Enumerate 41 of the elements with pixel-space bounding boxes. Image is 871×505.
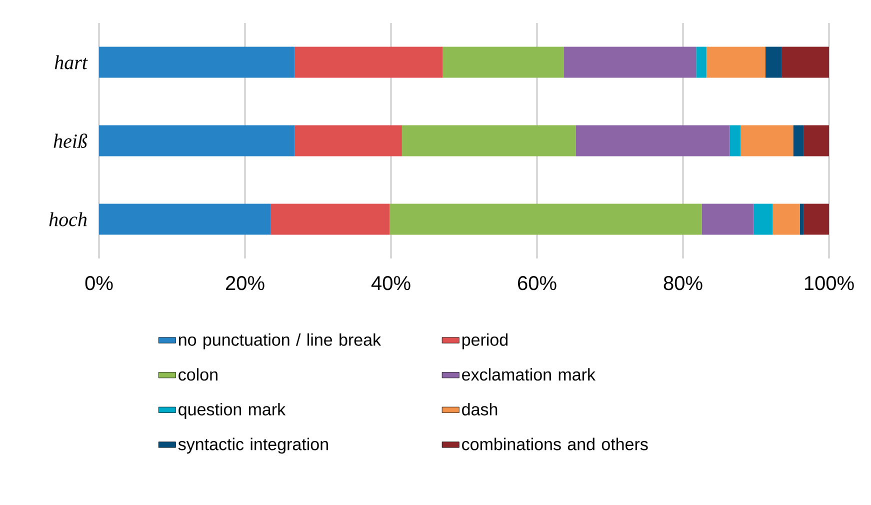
legend-label: colon: [178, 368, 218, 381]
bar: [564, 46, 696, 78]
x-tick-label: 40%: [371, 276, 410, 290]
bar: [706, 46, 766, 78]
legend-label: exclamation mark: [462, 368, 596, 381]
x-tick-label: 60%: [518, 276, 556, 290]
bar: [99, 125, 295, 156]
bar: [576, 125, 730, 156]
bar: [294, 46, 443, 78]
bar: [772, 204, 800, 235]
legend-label: period: [462, 333, 508, 350]
y-tick-label: heiß: [54, 134, 88, 148]
bar: [696, 46, 706, 78]
y-tick-label: hart: [54, 55, 88, 70]
legend-label: combinations and others: [462, 438, 648, 450]
bar: [294, 125, 402, 156]
bar: [803, 125, 829, 156]
legend-label: no punctuation / line break: [179, 333, 382, 350]
bar: [99, 46, 295, 78]
legend-label: question mark: [178, 402, 286, 419]
bar: [800, 204, 804, 235]
bar: [782, 46, 829, 78]
bar: [390, 204, 702, 235]
bar: [402, 125, 576, 156]
bar: [442, 46, 564, 78]
legend-label: syntactic integration: [178, 438, 328, 454]
x-tick-label: 20%: [226, 276, 264, 290]
x-tick-label: 0%: [85, 276, 113, 290]
bar: [740, 125, 794, 156]
bar: [702, 204, 754, 235]
bar: [793, 125, 804, 156]
x-tick-label: 100%: [804, 276, 854, 290]
y-tick-label: hoch: [49, 212, 87, 226]
legend-label: dash: [462, 402, 498, 416]
bar: [270, 204, 390, 235]
bar: [765, 46, 782, 78]
bar: [730, 125, 741, 156]
bar: [803, 204, 829, 235]
x-tick-label: 80%: [664, 276, 702, 290]
bar: [754, 204, 773, 235]
bar: [99, 204, 271, 235]
